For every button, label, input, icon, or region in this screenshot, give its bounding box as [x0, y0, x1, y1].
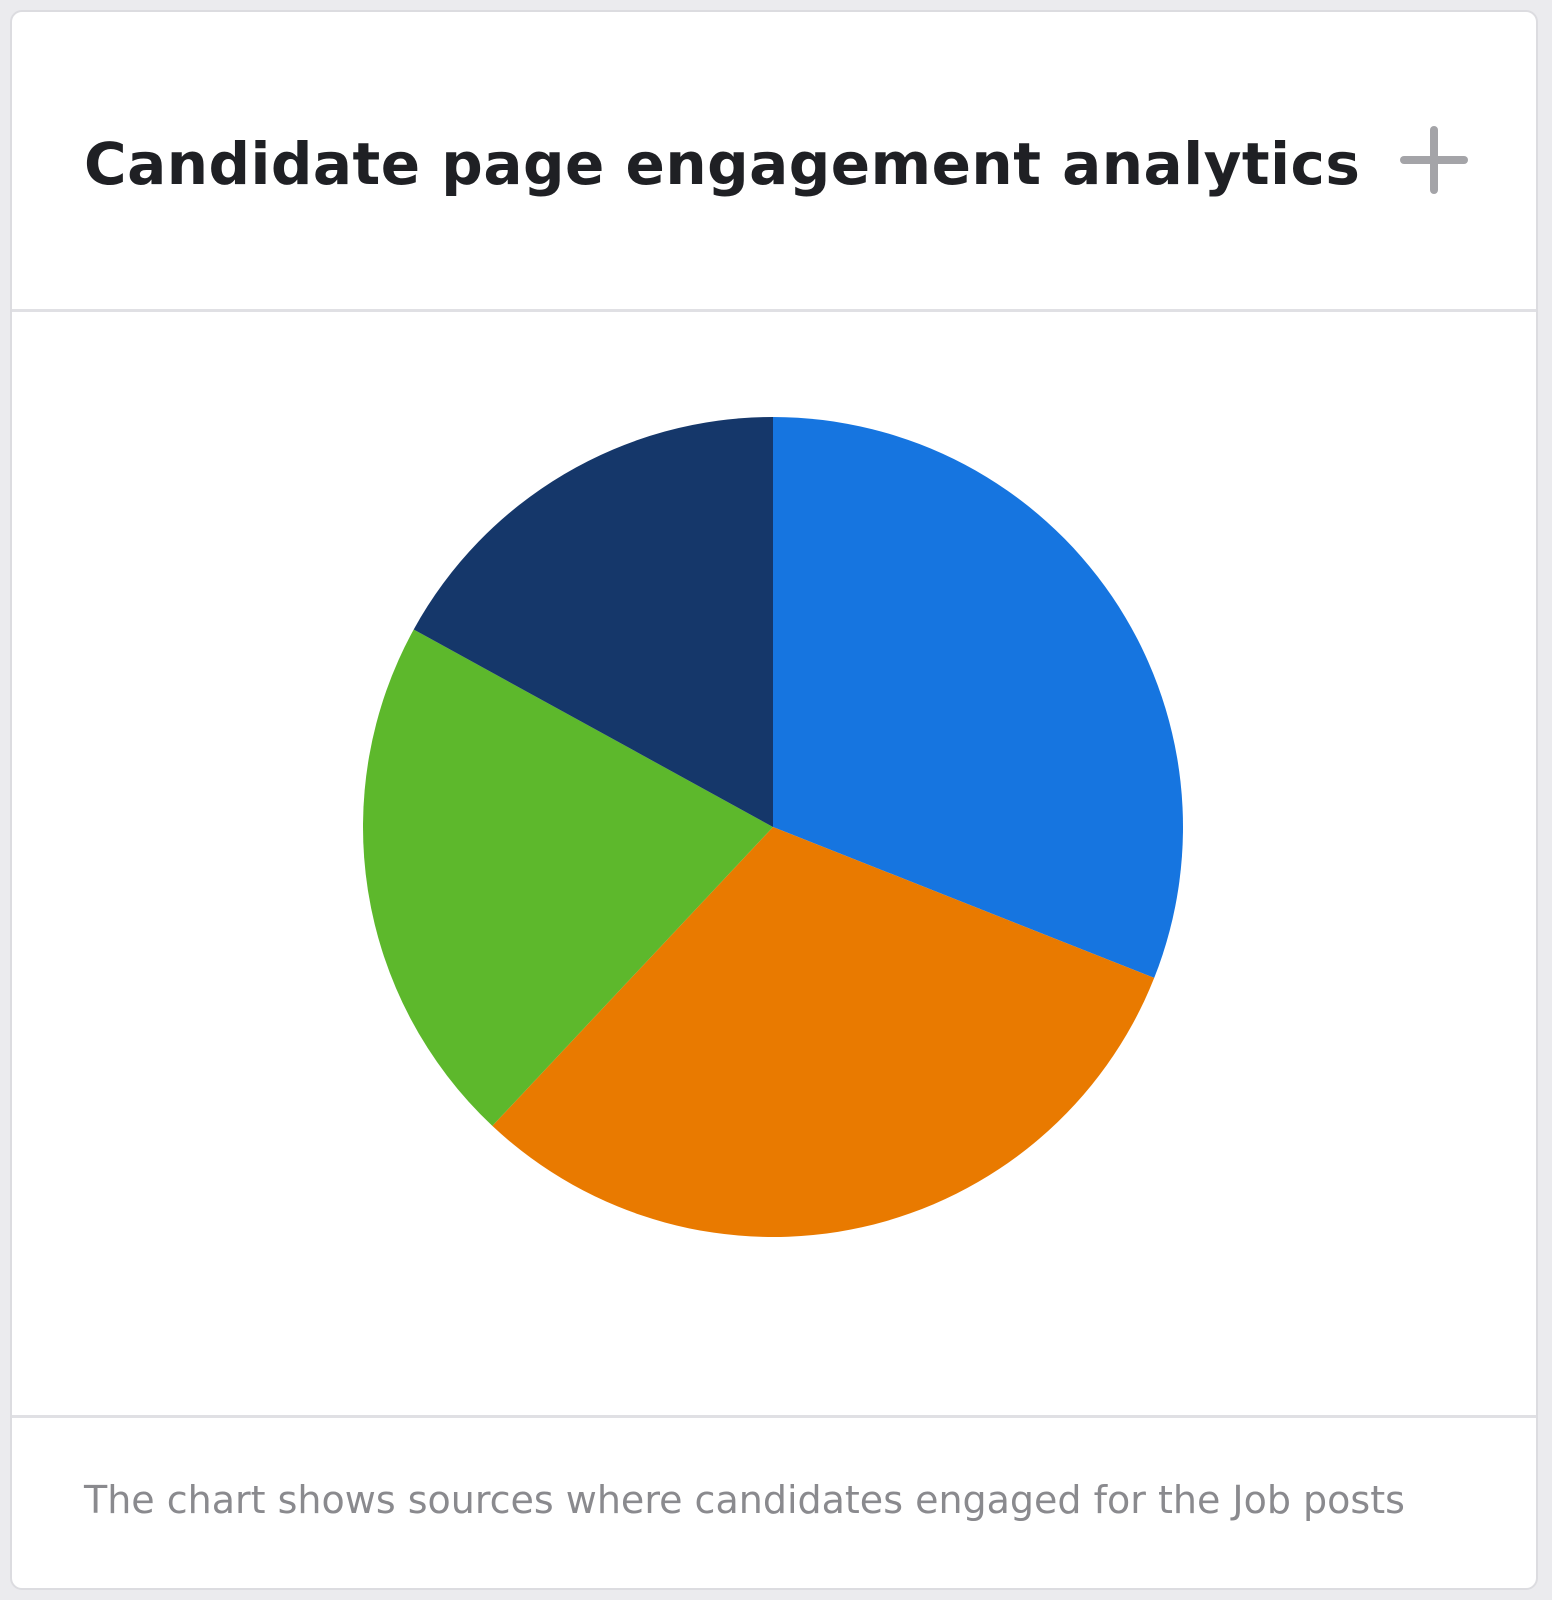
card-header: Candidate page engagement analytics — [12, 12, 1536, 312]
pie-slice-3[interactable] — [363, 629, 773, 1126]
pie-slice-4[interactable] — [413, 417, 773, 827]
analytics-card: Candidate page engagement analytics The … — [10, 10, 1538, 1590]
plus-icon[interactable] — [1400, 126, 1468, 194]
pie-slice-2[interactable] — [492, 827, 1155, 1237]
pie-chart-svg — [363, 417, 1184, 1237]
pie-slice-1[interactable] — [773, 417, 1184, 978]
chart-description: The chart shows sources where candidates… — [84, 1478, 1405, 1522]
card-title: Candidate page engagement analytics — [84, 130, 1361, 198]
pie-chart — [12, 312, 1540, 1415]
card-footer: The chart shows sources where candidates… — [12, 1415, 1536, 1588]
